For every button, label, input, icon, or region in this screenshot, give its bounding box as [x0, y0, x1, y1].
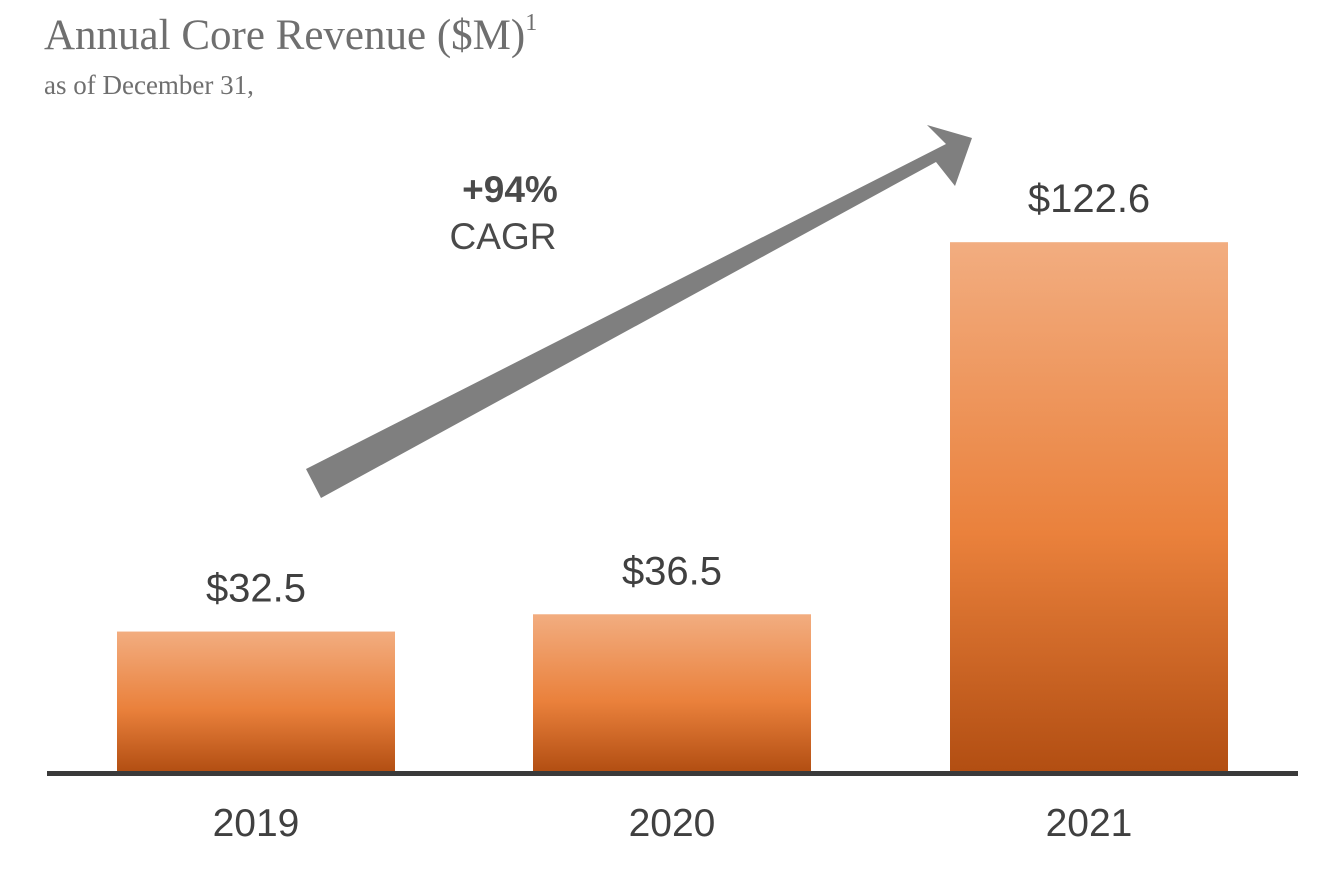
- data-label-2020: $36.5: [622, 549, 722, 593]
- x-tick-label-2021: 2021: [1046, 802, 1133, 845]
- title-footnote: 1: [525, 9, 538, 36]
- x-tick-label-2019: 2019: [213, 802, 300, 845]
- bar-2019: [117, 631, 395, 772]
- cagr-arrow: [306, 125, 972, 498]
- bar-2021: [950, 242, 1228, 772]
- data-label-2021: $122.6: [1028, 177, 1150, 221]
- cagr-value: +94%: [462, 169, 558, 210]
- x-tick-label-2020: 2020: [629, 802, 716, 845]
- bar-2020: [533, 614, 811, 772]
- data-label-2019: $32.5: [206, 567, 306, 611]
- chart-subtitle: as of December 31,: [44, 70, 254, 100]
- cagr-label: CAGR: [450, 216, 557, 257]
- chart-title: Annual Core Revenue ($M)1: [44, 9, 538, 59]
